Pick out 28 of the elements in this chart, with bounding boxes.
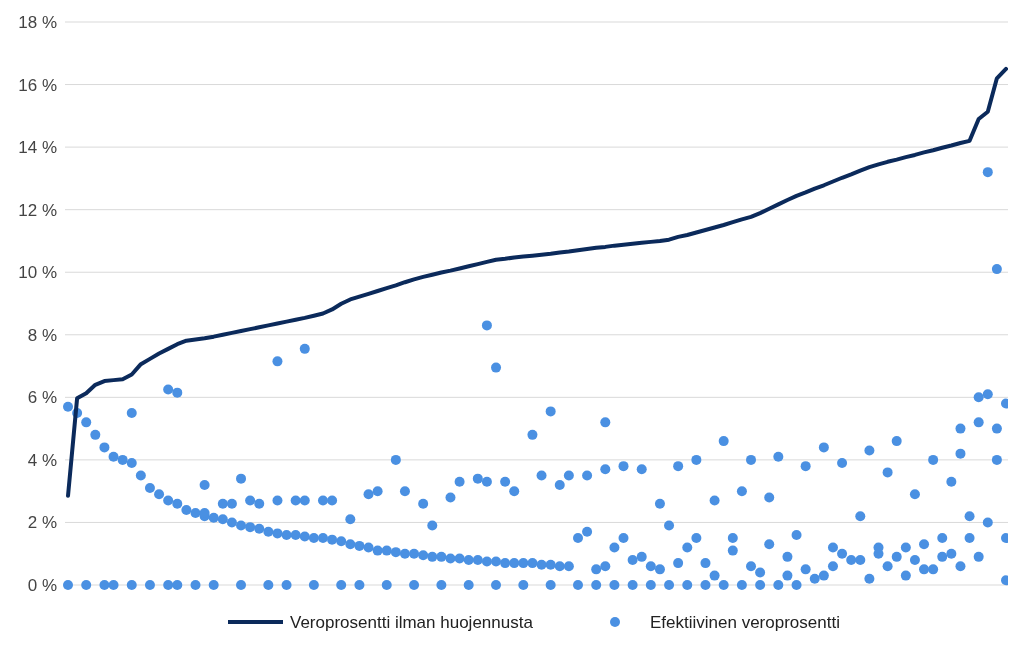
point (973, 392, 984, 403)
point (299, 343, 310, 354)
y-tick-label: 0 % (27, 575, 57, 595)
y-tick-label: 14 % (18, 138, 57, 158)
point (199, 479, 210, 490)
point (991, 264, 1002, 275)
y-tick-label: 8 % (27, 325, 57, 345)
point (545, 406, 556, 417)
y-tick-label: 2 % (27, 513, 57, 533)
point (600, 417, 611, 428)
point (955, 448, 966, 459)
y-tick-label: 16 % (18, 75, 57, 95)
line-series (66, 66, 1008, 498)
y-tick-label: 4 % (27, 450, 57, 470)
point (491, 362, 502, 373)
y-tick-label: 6 % (27, 388, 57, 408)
legend-label: Efektiivinen veroprosentti (650, 613, 840, 632)
point (236, 473, 247, 484)
point (172, 387, 183, 398)
y-tick-label: 12 % (18, 200, 57, 220)
point (481, 320, 492, 331)
legend-label: Veroprosentti ilman huojennusta (290, 613, 534, 632)
point (982, 167, 993, 178)
point (163, 384, 174, 395)
y-tick-label: 18 % (18, 12, 57, 32)
point (126, 407, 137, 418)
y-tick-label: 10 % (18, 263, 57, 283)
point (272, 356, 283, 367)
